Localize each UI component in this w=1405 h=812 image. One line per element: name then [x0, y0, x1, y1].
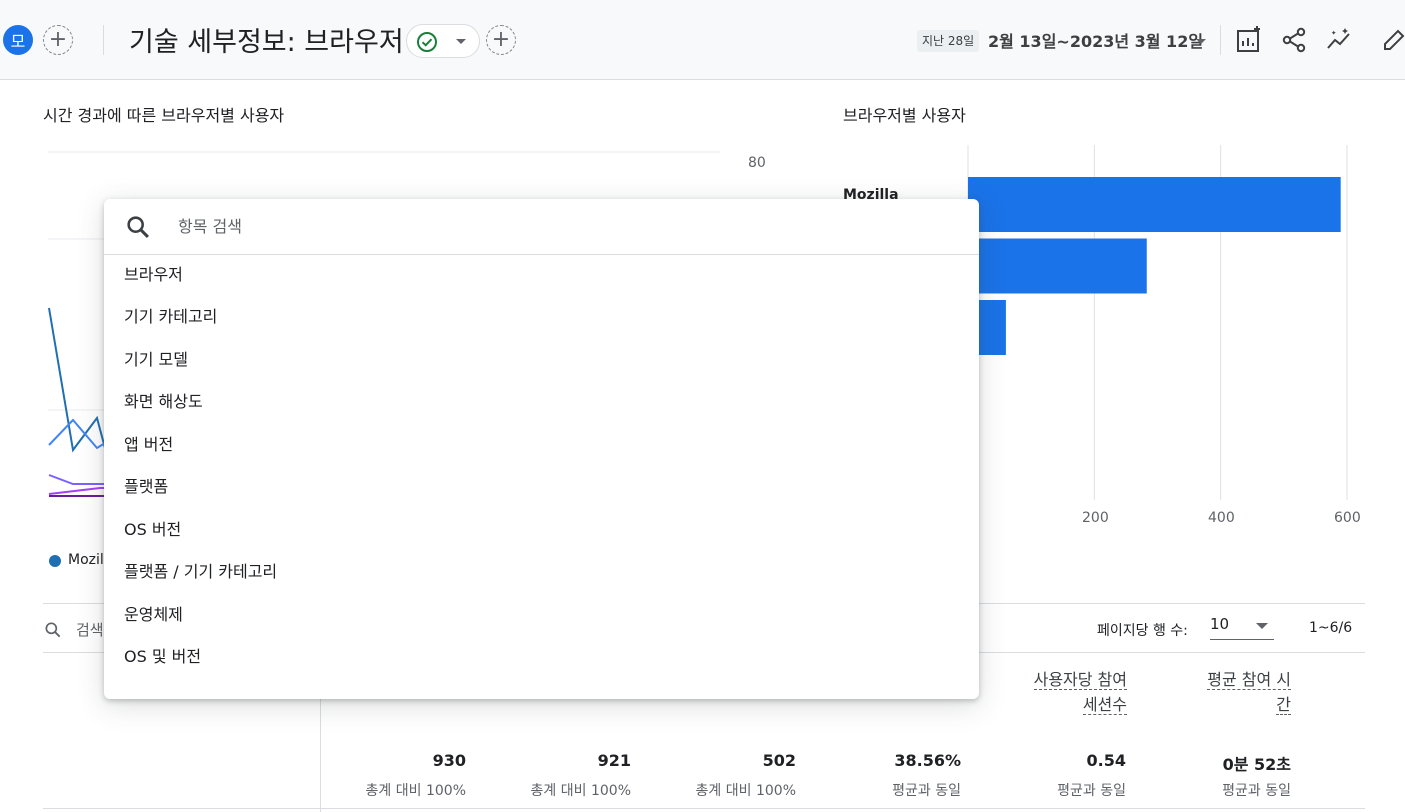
line-chart-title: 시간 경과에 따른 브라우저별 사용자 — [43, 106, 285, 125]
chevron-down-icon — [456, 39, 466, 44]
search-icon — [127, 216, 149, 238]
total-subtext: 총계 대비 100% — [530, 783, 631, 799]
legend-swatch — [49, 555, 61, 567]
total-subtext: 평균과 동일 — [892, 783, 961, 799]
search-icon — [45, 622, 61, 638]
rows-per-page-value: 10 — [1210, 615, 1230, 633]
header-divider — [103, 25, 104, 55]
bar-mark[interactable] — [968, 238, 1147, 294]
total-subtext: 총계 대비 100% — [695, 783, 796, 799]
menu-item-platform[interactable]: 플랫폼 — [124, 477, 169, 496]
column-header-sessions-per-user[interactable]: 사용자당 참여 세션수 — [1033, 670, 1127, 715]
menu-item-device-category[interactable]: 기기 카테고리 — [124, 307, 218, 326]
total-value: 38.56% — [894, 751, 961, 770]
rows-per-page-select[interactable]: 10 — [1210, 612, 1274, 640]
legend-label[interactable]: Mozil — [68, 552, 104, 568]
insights-icon[interactable] — [1325, 26, 1353, 54]
menu-item-os-with-version[interactable]: OS 및 버전 — [124, 647, 202, 666]
bar-chart — [967, 145, 1348, 500]
add-comparison-button[interactable]: + — [43, 25, 73, 55]
x-tick-label: 600 — [1334, 510, 1361, 526]
total-value: 921 — [597, 751, 631, 770]
menu-item-os-version[interactable]: OS 버전 — [124, 520, 182, 539]
total-value: 0.54 — [1086, 751, 1126, 770]
total-subtext: 평균과 동일 — [1057, 783, 1126, 799]
menu-item-platform-device-category[interactable]: 플랫폼 / 기기 카테고리 — [124, 562, 278, 581]
check-circle-icon — [417, 32, 437, 52]
report-header: 모 + 기술 세부정보: 브라우저 + 지난 28일 2월 13일~2023년 … — [0, 0, 1405, 80]
avatar[interactable]: 모 — [3, 25, 33, 55]
bar-mark[interactable] — [968, 177, 1341, 232]
table-search-placeholder: 검색 — [76, 621, 104, 639]
status-dropdown-button[interactable] — [406, 24, 480, 58]
dimension-picker-menu: 브라우저 기기 카테고리 기기 모델 화면 해상도 앱 버전 플랫폼 OS 버전… — [104, 199, 979, 699]
dimension-search-input[interactable] — [178, 212, 938, 240]
total-value: 930 — [432, 751, 466, 770]
total-subtext: 총계 대비 100% — [365, 783, 466, 799]
divider — [43, 808, 1365, 809]
add-button[interactable]: + — [486, 25, 516, 55]
divider — [320, 653, 321, 812]
date-range-tag: 지난 28일 — [917, 30, 980, 52]
pagination-text: 1~6/6 — [1309, 620, 1353, 636]
x-tick-label: 200 — [1082, 510, 1109, 526]
chevron-down-icon — [1256, 623, 1268, 629]
total-subtext: 평균과 동일 — [1222, 783, 1291, 799]
customize-report-icon[interactable] — [1235, 26, 1263, 54]
header-divider — [1220, 25, 1221, 55]
menu-item-device-model[interactable]: 기기 모델 — [124, 350, 188, 369]
menu-item-app-version[interactable]: 앱 버전 — [124, 435, 174, 454]
menu-item-browser[interactable]: 브라우저 — [124, 265, 183, 284]
y-tick-label: 80 — [748, 155, 766, 171]
dimension-search — [104, 199, 979, 255]
series-line — [48, 474, 110, 485]
series-line — [48, 418, 111, 450]
share-icon[interactable] — [1280, 26, 1308, 54]
page-title: 기술 세부정보: 브라우저 — [129, 27, 404, 58]
menu-item-screen-resolution[interactable]: 화면 해상도 — [124, 392, 203, 411]
bar-chart-title: 브라우저별 사용자 — [843, 106, 966, 125]
menu-item-operating-system[interactable]: 운영체제 — [124, 605, 183, 624]
date-range-picker[interactable]: 2월 13일~2023년 3월 12일 — [988, 32, 1204, 51]
edit-icon[interactable] — [1380, 26, 1405, 54]
chevron-down-icon[interactable] — [1196, 39, 1206, 44]
x-tick-label: 400 — [1208, 510, 1235, 526]
total-value: 0분 52초 — [1222, 755, 1291, 774]
rows-per-page-label: 페이지당 행 수: — [1097, 623, 1188, 639]
total-value: 502 — [762, 751, 796, 770]
